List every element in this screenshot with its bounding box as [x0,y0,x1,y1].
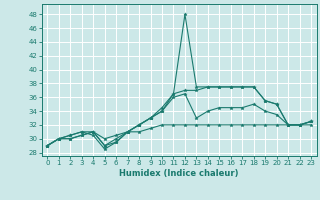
X-axis label: Humidex (Indice chaleur): Humidex (Indice chaleur) [119,169,239,178]
